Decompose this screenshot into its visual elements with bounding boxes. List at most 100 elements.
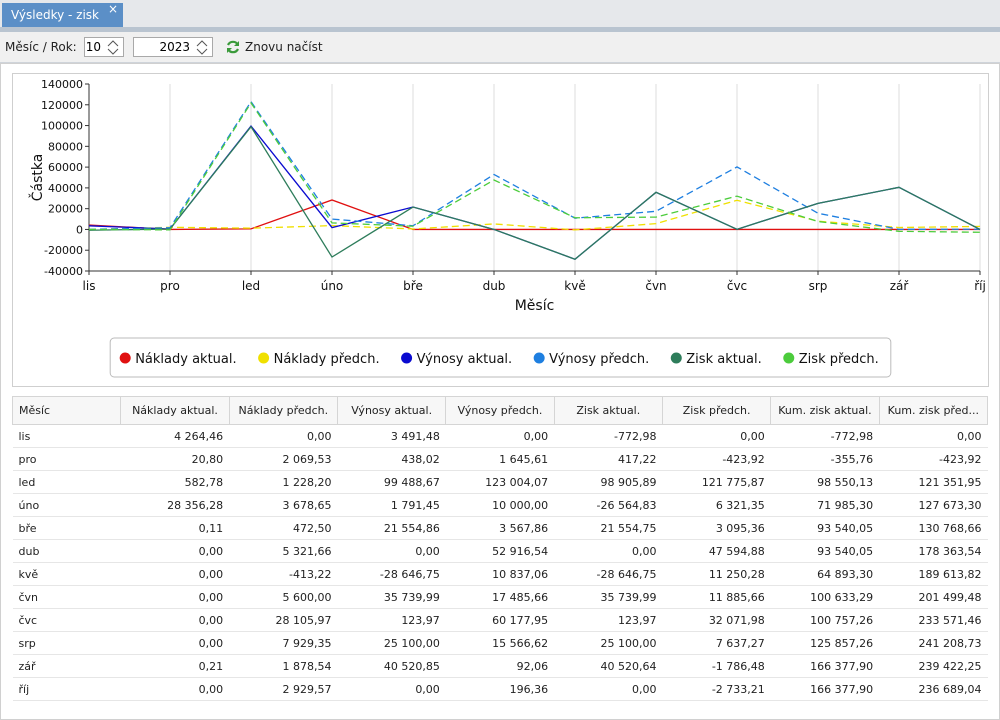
table-cell: -2 733,21 — [662, 677, 771, 701]
table-cell: 10 000,00 — [445, 493, 555, 517]
x-tick-label: dub — [483, 279, 506, 293]
table-cell: 0,00 — [662, 424, 771, 448]
table-cell: 35 739,99 — [337, 585, 446, 609]
table-cell: 40 520,64 — [554, 654, 663, 678]
y-tick-label: 20000 — [48, 203, 83, 216]
column-header: Náklady předch. — [228, 396, 338, 425]
table-cell: 10 837,06 — [445, 562, 555, 586]
table-cell: 93 540,05 — [770, 539, 880, 563]
table-cell: 121 351,95 — [879, 470, 988, 494]
table-cell: -1 786,48 — [662, 654, 771, 678]
year-input[interactable]: 2023 — [133, 37, 213, 57]
y-tick-label: 140000 — [41, 78, 83, 91]
table-cell: 130 768,66 — [879, 516, 988, 540]
table-cell: 35 739,99 — [554, 585, 663, 609]
table-cell: 40 520,85 — [337, 654, 446, 678]
table-cell: 125 857,26 — [770, 631, 880, 655]
table-cell: 178 363,54 — [879, 539, 988, 563]
month-value: 10 — [85, 40, 101, 54]
table-cell: 1 645,61 — [445, 447, 555, 471]
table-cell: 6 321,35 — [662, 493, 771, 517]
table-cell: -772,98 — [770, 424, 880, 448]
table-cell: 5 321,66 — [229, 539, 338, 563]
table-cell: 20,80 — [120, 447, 230, 471]
legend-marker — [783, 352, 795, 364]
table-cell: pro — [12, 447, 121, 471]
table-cell: -28 646,75 — [554, 562, 663, 586]
legend-label: Náklady aktual. — [135, 352, 236, 367]
spin-arrows[interactable] — [194, 39, 210, 55]
y-tick-label: 0 — [76, 223, 83, 236]
month-input[interactable]: 10 — [84, 37, 124, 57]
table-cell: 0,00 — [120, 585, 230, 609]
table-cell: 417,22 — [554, 447, 663, 471]
table-cell: 0,21 — [120, 654, 230, 678]
table-cell: 92,06 — [445, 654, 555, 678]
toolbar: Měsíc / Rok: 10 2023 Znovu načíst — [0, 32, 1000, 63]
legend-marker — [401, 352, 413, 364]
table-cell: 438,02 — [337, 447, 446, 471]
table-cell: 166 377,90 — [770, 677, 880, 701]
spin-arrows[interactable] — [105, 39, 121, 55]
x-tick-label: kvě — [564, 279, 585, 293]
table-cell: 1 878,54 — [229, 654, 338, 678]
table-cell: 100 633,29 — [770, 585, 880, 609]
x-axis-title: Měsíc — [515, 298, 555, 314]
tab[interactable]: Výsledky - zisk × — [2, 2, 123, 27]
tab-title: Výsledky - zisk — [11, 8, 99, 22]
table-cell: 99 488,67 — [337, 470, 446, 494]
content: -40000 -20000 0 20000 40000 60000 80000 100000 1… — [0, 63, 1000, 720]
table-cell: 7 929,35 — [229, 631, 338, 655]
table-cell: 60 177,95 — [445, 608, 555, 632]
table-cell: 127 673,30 — [879, 493, 988, 517]
column-header: Měsíc — [11, 396, 122, 425]
table-cell: 123,97 — [337, 608, 446, 632]
table-cell: kvě — [12, 562, 121, 586]
table-cell: dub — [12, 539, 121, 563]
x-tick-label: srp — [809, 279, 828, 293]
table-cell: 233 571,46 — [879, 608, 988, 632]
table-cell: 64 893,30 — [770, 562, 880, 586]
table-row: led 582,78 1 228,20 99 488,67 123 004,07 98 9… — [12, 470, 988, 494]
table-cell: čvn — [12, 585, 121, 609]
period-label: Měsíc / Rok: — [5, 40, 77, 54]
table-cell: 4 264,46 — [120, 424, 230, 448]
legend-marker — [533, 352, 545, 364]
table-cell: 21 554,75 — [554, 516, 663, 540]
reload-button[interactable]: Znovu načíst — [245, 40, 323, 54]
table-cell: 1 228,20 — [229, 470, 338, 494]
tab-close[interactable]: × — [107, 2, 118, 16]
table-cell: 166 377,90 — [770, 654, 880, 678]
table-cell: 0,00 — [120, 608, 230, 632]
table-cell: 123 004,07 — [445, 470, 555, 494]
legend-box — [109, 337, 892, 378]
x-tick-label: zář — [890, 279, 910, 293]
table-row: kvě 0,00 -413,22 -28 646,75 10 837,06 -28 646… — [12, 562, 988, 586]
table-cell: 472,50 — [229, 516, 338, 540]
table-cell: 11 885,66 — [662, 585, 771, 609]
table-cell: 0,00 — [120, 539, 230, 563]
table-cell: 0,00 — [337, 539, 446, 563]
table-cell: 0,00 — [879, 424, 988, 448]
table-cell: 98 550,13 — [770, 470, 880, 494]
table-cell: -26 564,83 — [554, 493, 663, 517]
table-row: čvc 0,00 28 105,97 123,97 60 177,95 123,97 32 … — [12, 608, 988, 632]
table-cell: čvc — [12, 608, 121, 632]
table-cell: úno — [12, 493, 121, 517]
x-tick-label: úno — [321, 279, 344, 293]
table-body: lis 4 264,46 0,00 3 491,48 0,00 -772,98 0,00 -7… — [12, 424, 988, 701]
reload-icon[interactable] — [225, 39, 241, 55]
table-cell: 123,97 — [554, 608, 663, 632]
y-tick-label: 120000 — [41, 99, 83, 112]
table-cell: 15 566,62 — [445, 631, 555, 655]
table-cell: 0,00 — [120, 677, 230, 701]
table-row: srp 0,00 7 929,35 25 100,00 15 566,62 25 100,… — [12, 631, 988, 655]
table-cell: 3 095,36 — [662, 516, 771, 540]
table-row: čvn 0,00 5 600,00 35 739,99 17 485,66 35 739,… — [12, 585, 988, 609]
legend-marker — [670, 352, 682, 364]
year-value: 2023 — [159, 40, 190, 54]
x-tick-label: čvc — [727, 279, 747, 293]
y-tick-label: -20000 — [44, 244, 83, 257]
legend-label: Náklady předch. — [274, 352, 380, 367]
